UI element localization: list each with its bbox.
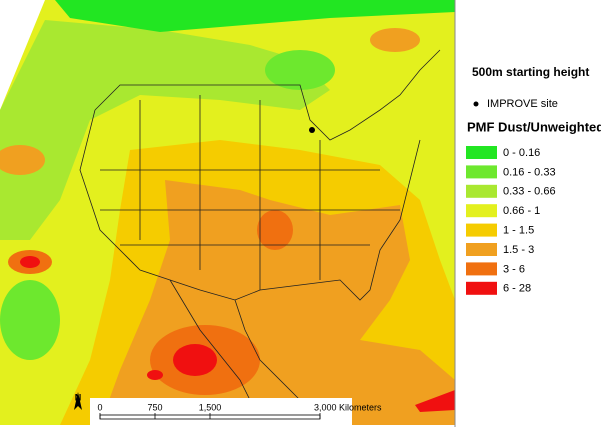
map: [0, 0, 455, 425]
legend: 0 - 0.16 0.16 - 0.33 0.33 - 0.66 0.66 - 1 1 …: [466, 146, 556, 295]
scale-label: 750: [147, 402, 162, 412]
map-region: [0, 145, 45, 175]
legend-title: PMF Dust/Unweighted: [467, 119, 601, 134]
scale-label: 3,000 Kilometers: [314, 402, 382, 412]
map-region: [265, 50, 335, 90]
map-region: [257, 210, 293, 250]
legend-swatch: [466, 243, 497, 256]
map-title: 500m starting height: [472, 65, 589, 79]
scale-bar: 0 750 1,500 3,000 Kilometers: [97, 402, 382, 420]
map-region: [173, 344, 217, 376]
map-region: [0, 20, 330, 240]
legend-label: 0.33 - 0.66: [503, 186, 556, 198]
legend-label: 0.66 - 1: [503, 205, 540, 217]
boundaries: [79, 49, 441, 421]
legend-swatch: [466, 204, 497, 218]
north-arrow: N: [74, 392, 82, 410]
legend-label: 0 - 0.16: [503, 147, 540, 159]
map-region: [415, 390, 455, 412]
map-region: [0, 280, 60, 360]
legend-swatch: [466, 146, 497, 159]
legend-swatch: [466, 281, 497, 295]
legend-swatch: [466, 223, 497, 237]
scale-label: 1,500: [199, 402, 222, 412]
legend-swatch: [466, 262, 497, 276]
map-region: [55, 0, 455, 32]
map-region: [20, 256, 40, 268]
site-legend-symbol: [473, 101, 479, 107]
map-region: [370, 28, 420, 52]
legend-label: 6 - 28: [503, 283, 531, 295]
legend-label: 3 - 6: [503, 263, 525, 275]
north-label: N: [75, 392, 82, 402]
legend-swatch: [466, 165, 497, 179]
legend-label: 1 - 1.5: [503, 225, 534, 237]
scale-bar-background: [90, 398, 352, 425]
scale-label: 0: [97, 402, 102, 412]
site-legend-label: IMPROVE site: [487, 98, 558, 110]
improve-site: [309, 127, 315, 133]
legend-label: 1.5 - 3: [503, 244, 534, 256]
legend-swatch: [466, 184, 497, 198]
map-region: [147, 370, 163, 380]
legend-label: 0.16 - 0.33: [503, 166, 556, 178]
